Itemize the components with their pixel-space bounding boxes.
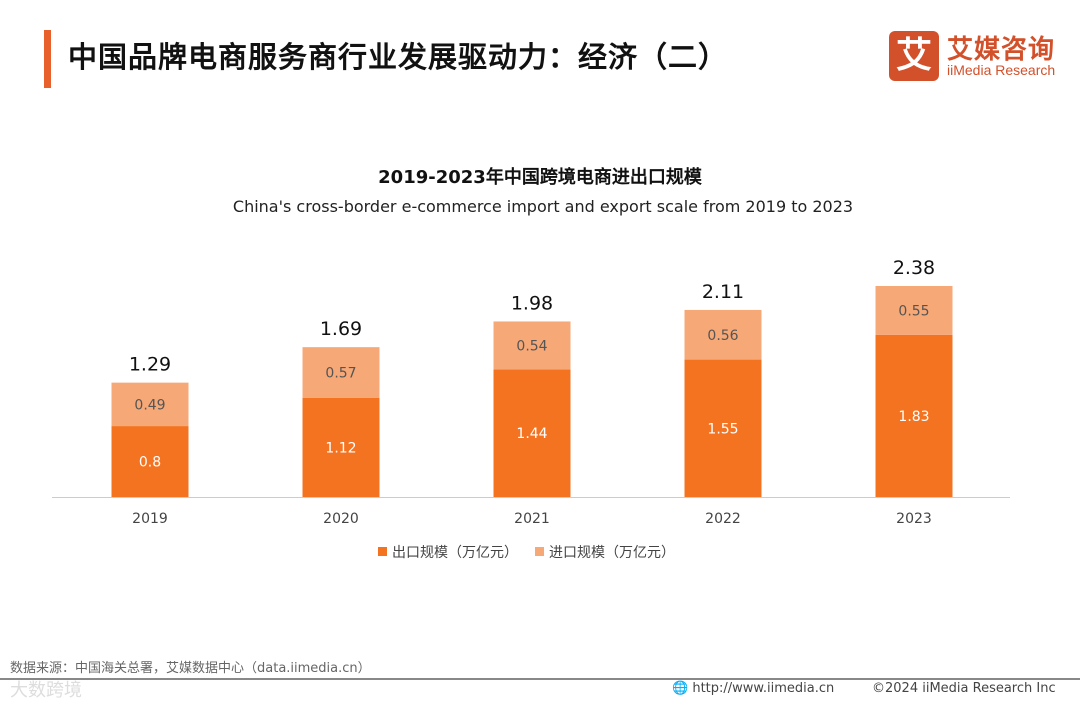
x-tick-label: 2023 — [896, 511, 932, 527]
x-tick-label: 2022 — [705, 511, 741, 527]
x-tick-label: 2020 — [323, 511, 359, 527]
bar-import-2019 — [111, 382, 189, 427]
footer-divider — [0, 678, 1080, 680]
legend-swatch — [378, 547, 387, 556]
total-label: 2.38 — [893, 257, 935, 279]
logo-cn: 艾媒咨询 — [947, 35, 1056, 65]
total-label: 1.29 — [129, 354, 171, 376]
legend-label: 出口规模（万亿元） — [392, 545, 518, 561]
bar-import-2022 — [684, 309, 762, 360]
page-title: 中国品牌电商服务商行业发展驱动力：经济（二） — [68, 40, 729, 74]
data-source: 数据来源：中国海关总署，艾媒数据中心（data.iimedia.cn） — [10, 661, 371, 676]
data-label: 0.49 — [134, 397, 165, 413]
data-label: 0.55 — [898, 303, 929, 319]
website-link[interactable]: 🌐 http://www.iimedia.cn — [672, 681, 834, 696]
data-label: 0.57 — [325, 365, 356, 381]
watermark: 大数跨境 — [10, 680, 82, 701]
bar-export-2022 — [684, 359, 762, 497]
total-label: 1.98 — [511, 292, 553, 314]
bar-import-2023 — [875, 286, 953, 335]
bar-export-2023 — [875, 334, 953, 497]
bar-export-2021 — [493, 369, 571, 497]
title-accent-bar — [44, 30, 51, 88]
data-label: 1.55 — [707, 421, 738, 437]
data-label: 0.54 — [516, 338, 547, 354]
bar-export-2020 — [302, 397, 380, 497]
data-label: 0.56 — [707, 328, 738, 344]
x-tick-label: 2021 — [514, 511, 550, 527]
bar-import-2020 — [302, 347, 380, 398]
bar-import-2021 — [493, 321, 571, 370]
logo-mark: 艾 — [889, 31, 939, 81]
data-label: 1.83 — [898, 409, 929, 425]
total-label: 1.69 — [320, 318, 362, 340]
data-label: 1.12 — [325, 440, 356, 456]
url-text: http://www.iimedia.cn — [692, 681, 835, 696]
globe-icon: 🌐 — [672, 681, 689, 696]
bar-chart: 0.8 0.49 1.29 2019 1.12 0.57 1.69 2020 1.44 0.54 1… — [52, 257, 1010, 561]
chart-title: 2019-2023年中国跨境电商进出口规模 — [378, 167, 702, 188]
iimedia-logo: 艾 艾媒咨询 iiMedia Research — [889, 31, 1061, 81]
chart-subtitle: China's cross-border e-commerce import a… — [232, 197, 854, 216]
logo-en: iiMedia Research — [947, 62, 1056, 78]
bar-export-2019 — [111, 426, 189, 497]
total-label: 2.11 — [702, 281, 744, 303]
copyright: ©2024 iiMedia Research Inc — [872, 681, 1056, 696]
x-tick-label: 2019 — [132, 511, 168, 527]
data-label: 1.44 — [516, 426, 547, 442]
legend-swatch — [535, 547, 544, 556]
data-label: 0.8 — [139, 455, 161, 471]
legend-label: 进口规模（万亿元） — [549, 545, 675, 561]
